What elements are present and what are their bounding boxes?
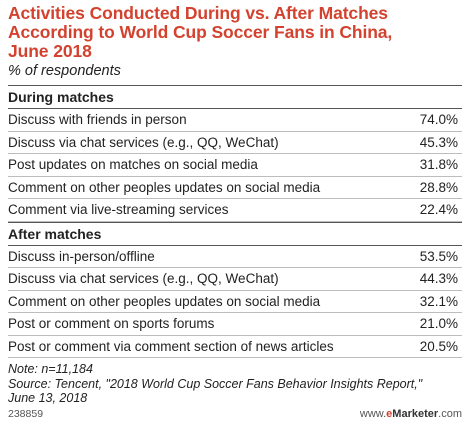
table-row: Comment via live-streaming services 22.4… [8,199,462,222]
brand-logo: www.eMarketer.com [360,408,462,420]
row-value: 20.5% [419,338,458,354]
table-row: Discuss with friends in person 74.0% [8,109,462,132]
brand-name: Marketer [392,408,439,420]
note-text: Note: n=11,184 [8,362,93,376]
brand-suffix: .com [438,408,462,420]
source-text: Source: Tencent, "2018 World Cup Soccer … [8,376,423,406]
row-value: 21.0% [419,316,458,332]
chart-title: Activities Conducted During vs. After Ma… [8,3,393,61]
top-divider [8,85,462,86]
chart-subtitle: % of respondents [8,63,121,79]
row-label: Post or comment on sports forums [8,316,215,332]
table-row: Discuss in-person/offline 53.5% [8,246,462,268]
section-header: After matches [8,221,462,246]
row-label: Comment via live-streaming services [8,202,229,218]
brand-e: e [386,408,393,420]
chart-id: 238859 [8,408,44,420]
footnote: Note: n=11,184 Source: Tencent, "2018 Wo… [8,362,462,406]
row-value: 53.5% [419,248,458,264]
row-value: 74.0% [419,112,458,128]
brand-prefix: www. [359,408,387,420]
row-label: Comment on other peoples updates on soci… [8,293,321,309]
table-row: Post or comment on sports forums 21.0% [8,313,462,336]
table-row: Comment on other peoples updates on soci… [8,177,462,199]
section-after: After matches Discuss in-person/offline … [8,221,462,358]
row-label: Discuss in-person/offline [8,248,155,264]
row-value: 44.3% [419,271,458,287]
row-label: Comment on other peoples updates on soci… [8,179,321,195]
table-row: Post or comment via comment section of n… [8,336,462,358]
row-label: Post updates on matches on social media [8,157,258,173]
table-row: Discuss via chat services (e.g., QQ, WeC… [8,268,462,291]
section-during: During matches Discuss with friends in p… [8,86,462,222]
row-value: 45.3% [419,134,458,150]
row-label: Post or comment via comment section of n… [8,338,334,354]
row-value: 31.8% [419,157,458,173]
row-label: Discuss via chat services (e.g., QQ, WeC… [8,271,279,287]
table-row: Post updates on matches on social media … [8,154,462,177]
row-value: 22.4% [419,202,458,218]
section-header: During matches [8,86,462,109]
row-label: Discuss with friends in person [8,112,187,128]
footer: 238859 www.eMarketer.com [8,408,462,420]
row-value: 32.1% [419,293,458,309]
row-value: 28.8% [419,179,458,195]
table-row: Comment on other peoples updates on soci… [8,291,462,313]
data-table: During matches Discuss with friends in p… [8,86,462,358]
row-label: Discuss via chat services (e.g., QQ, WeC… [8,134,279,150]
table-row: Discuss via chat services (e.g., QQ, WeC… [8,132,462,154]
